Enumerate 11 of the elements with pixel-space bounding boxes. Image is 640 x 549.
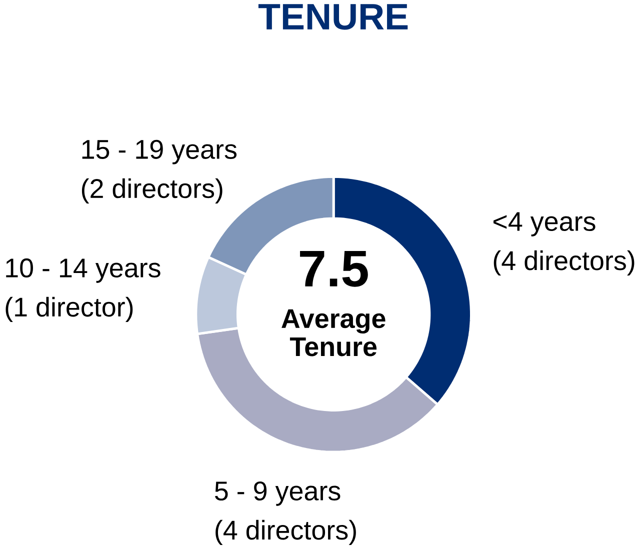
slice-label: 10 - 14 years bbox=[6, 258, 160, 283]
data-label: (1 director) bbox=[6, 296, 133, 322]
text: 7.5 bbox=[300, 250, 368, 287]
data-label: (4 directors) bbox=[216, 520, 356, 545]
chart-title: TENURE bbox=[258, 4, 408, 30]
data-label: (2 directors) bbox=[82, 178, 222, 204]
slice-label: 15 - 19 years bbox=[82, 140, 237, 164]
slice-label: 5 - 9 years bbox=[214, 481, 340, 506]
text: Average Tenure bbox=[282, 309, 386, 356]
data-label: (4 directors) bbox=[494, 250, 634, 276]
slice-label: <4 years bbox=[494, 212, 596, 236]
